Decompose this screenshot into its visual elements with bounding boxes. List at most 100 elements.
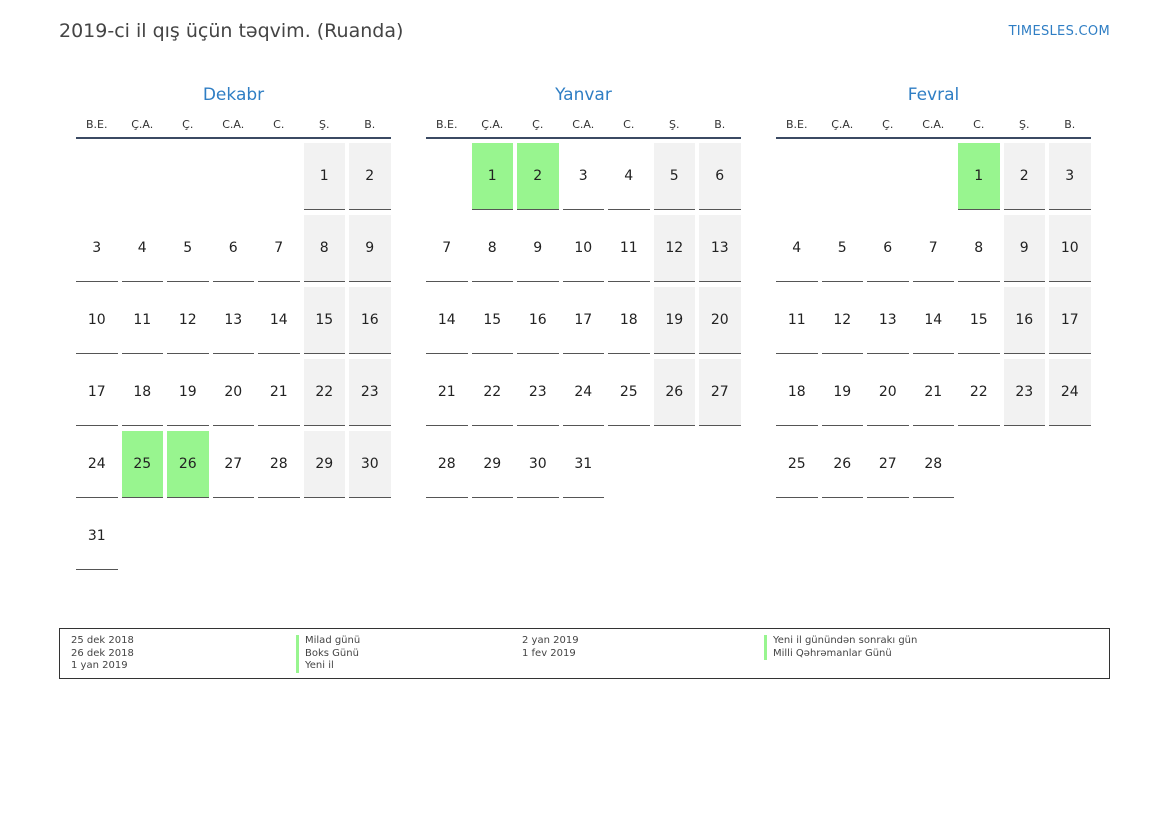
empty-cell <box>167 143 209 210</box>
day-cell: 11 <box>776 287 818 354</box>
day-cell: 12 <box>821 287 863 354</box>
day-cell: 18 <box>121 359 163 426</box>
month-february: Fevral B.E. Ç.A. Ç. C.A. C. Ş. B. 1 2 3 4 5 6 7 8 9 10 11 1… <box>776 84 1091 498</box>
weekday-label: B. <box>1064 118 1076 131</box>
day-grid: 1 2 3 4 5 6 7 8 9 10 11 12 13 14 15 16 17 18 19 20 21 22 23 24 2… <box>776 143 1091 498</box>
day-cell: 10 <box>562 215 604 282</box>
legend-date: 25 dek 2018 <box>71 635 134 646</box>
day-cell: 4 <box>776 215 818 282</box>
legend-holiday-name: Boks Günü <box>296 647 360 660</box>
empty-cell <box>76 143 118 210</box>
legend-left-dates: 25 dek 2018 26 dek 2018 1 yan 2019 <box>71 635 134 673</box>
day-cell: 2 <box>1003 143 1045 210</box>
weekday-label: Ç. <box>882 118 894 131</box>
weekday-label: Ç.A. <box>831 118 854 131</box>
holiday-day-cell: 1 <box>958 143 1000 210</box>
legend-date: 2 yan 2019 <box>522 635 579 646</box>
month-december: Dekabr B.E. Ç.A. Ç. C.A. C. Ş. B. 1 2 3 4 5 6 7 8 9 10 11 1… <box>76 84 391 570</box>
day-cell: 7 <box>258 215 300 282</box>
day-cell: 22 <box>303 359 345 426</box>
month-name: Dekabr <box>202 85 265 105</box>
day-cell: 16 <box>517 287 559 354</box>
weekday-label: C.A. <box>922 118 945 131</box>
day-cell: 4 <box>121 215 163 282</box>
day-cell: 14 <box>912 287 954 354</box>
weekday-label: Ş. <box>1019 118 1030 131</box>
day-cell: 14 <box>258 287 300 354</box>
day-cell: 16 <box>1003 287 1045 354</box>
brand-link[interactable]: TIMESLES.COM <box>1008 24 1110 39</box>
day-cell: 15 <box>958 287 1000 354</box>
day-cell: 19 <box>167 359 209 426</box>
day-cell: 21 <box>258 359 300 426</box>
day-cell: 23 <box>1003 359 1045 426</box>
day-cell: 20 <box>212 359 254 426</box>
day-cell: 5 <box>821 215 863 282</box>
day-cell: 21 <box>912 359 954 426</box>
day-cell: 11 <box>121 287 163 354</box>
weekday-label: C. <box>273 118 285 131</box>
day-cell: 29 <box>471 431 513 498</box>
legend-left-names: Milad günü Boks Günü Yeni il <box>296 635 360 673</box>
legend-date: 26 dek 2018 <box>71 647 134 659</box>
empty-cell <box>913 143 955 210</box>
weekday-label: Ş. <box>669 118 680 131</box>
weekday-label: C. <box>623 118 635 131</box>
weekday-label: C.A. <box>572 118 595 131</box>
weekday-label: Ç.A. <box>131 118 154 131</box>
legend-holiday-name: Milad günü <box>296 635 360 648</box>
day-cell: 25 <box>776 431 818 498</box>
day-cell: 15 <box>471 287 513 354</box>
day-cell: 31 <box>562 431 604 498</box>
day-cell: 7 <box>426 215 468 282</box>
day-cell: 8 <box>303 215 345 282</box>
month-january: Yanvar B.E. Ç.A. Ç. C.A. C. Ş. B. 1 2 3 4 5 6 7 8 9 10 11 1… <box>426 84 741 498</box>
day-cell: 27 <box>212 431 254 498</box>
holiday-day-cell: 26 <box>167 431 209 498</box>
day-cell: 12 <box>653 215 695 282</box>
day-cell: 9 <box>349 215 391 282</box>
day-cell: 24 <box>76 431 118 498</box>
weekday-header: B.E. Ç.A. Ç. C.A. C. Ş. B. <box>76 118 391 139</box>
day-cell: 13 <box>867 287 909 354</box>
day-cell: 28 <box>258 431 300 498</box>
weekday-header: B.E. Ç.A. Ç. C.A. C. Ş. B. <box>426 118 741 139</box>
day-cell: 27 <box>699 359 741 426</box>
day-grid: 1 2 3 4 5 6 7 8 9 10 11 12 13 14 15 16 17 18 19 20 21 22 23 24 2… <box>76 143 391 570</box>
empty-cell <box>822 143 864 210</box>
weekday-label: B. <box>364 118 376 131</box>
day-cell: 31 <box>76 503 118 570</box>
day-cell: 8 <box>958 215 1000 282</box>
day-cell: 22 <box>471 359 513 426</box>
day-cell: 25 <box>608 359 650 426</box>
legend-date: 1 yan 2019 <box>71 660 128 671</box>
day-cell: 28 <box>912 431 954 498</box>
empty-cell <box>122 143 164 210</box>
day-cell: 17 <box>76 359 118 426</box>
day-cell: 30 <box>349 431 391 498</box>
day-cell: 16 <box>349 287 391 354</box>
day-cell: 11 <box>608 215 650 282</box>
holiday-legend: 25 dek 2018 26 dek 2018 1 yan 2019 Milad… <box>59 628 1110 679</box>
day-cell: 6 <box>212 215 254 282</box>
legend-right-names: Yeni il günündən sonrakı gün Milli Qəhrə… <box>764 635 917 660</box>
day-cell: 3 <box>76 215 118 282</box>
legend-date: 1 fev 2019 <box>522 647 576 659</box>
holiday-day-cell: 1 <box>471 143 513 210</box>
legend-holiday-name: Milli Qəhrəmanlar Günü <box>764 647 917 660</box>
day-cell: 23 <box>349 359 391 426</box>
day-cell: 2 <box>349 143 391 210</box>
day-cell: 10 <box>76 287 118 354</box>
day-cell: 28 <box>426 431 468 498</box>
day-cell: 19 <box>821 359 863 426</box>
day-cell: 4 <box>608 143 650 210</box>
day-cell: 1 <box>303 143 345 210</box>
day-cell: 24 <box>1049 359 1091 426</box>
day-cell: 17 <box>1049 287 1091 354</box>
weekday-label: Ç.A. <box>481 118 504 131</box>
day-cell: 13 <box>699 215 741 282</box>
day-cell: 6 <box>867 215 909 282</box>
day-cell: 9 <box>517 215 559 282</box>
weekday-label: B.E. <box>786 118 808 131</box>
day-cell: 29 <box>303 431 345 498</box>
